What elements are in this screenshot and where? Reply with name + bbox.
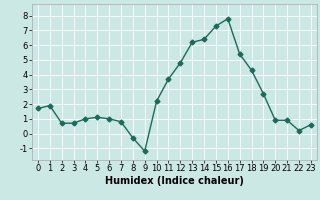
X-axis label: Humidex (Indice chaleur): Humidex (Indice chaleur) [105,176,244,186]
